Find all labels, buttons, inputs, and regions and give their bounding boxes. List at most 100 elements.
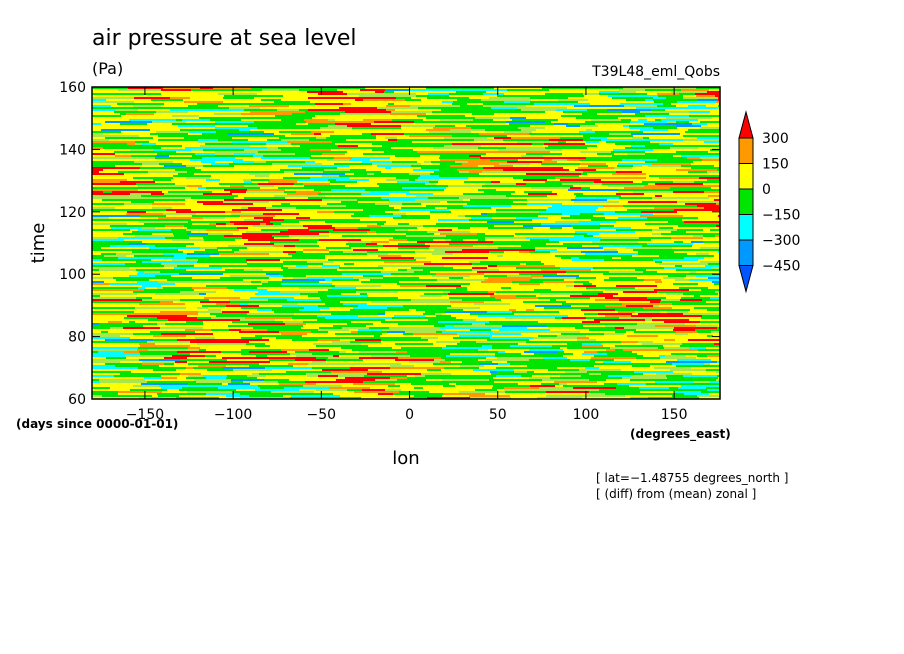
heatmap-cell xyxy=(205,355,216,357)
heatmap-cell xyxy=(92,331,101,333)
heatmap-cell xyxy=(507,135,533,137)
heatmap-cell xyxy=(254,121,262,123)
heatmap-cell xyxy=(435,125,441,127)
heatmap-cell xyxy=(655,325,696,327)
heatmap-cell xyxy=(286,127,320,129)
heatmap-cell xyxy=(131,155,156,157)
heatmap-cell xyxy=(440,91,456,93)
heatmap-cell xyxy=(663,103,671,105)
heatmap-cell xyxy=(98,351,108,353)
heatmap-cell xyxy=(317,315,358,317)
heatmap-cell xyxy=(378,227,417,229)
heatmap-cell xyxy=(210,177,232,179)
heatmap-cell xyxy=(142,277,171,279)
heatmap-cell xyxy=(490,327,527,329)
heatmap-cell xyxy=(407,375,415,377)
heatmap-cell xyxy=(432,253,453,255)
heatmap-cell xyxy=(186,307,197,309)
heatmap-cell xyxy=(544,263,563,265)
heatmap-cell xyxy=(564,279,604,281)
heatmap-cell xyxy=(167,315,187,317)
heatmap-cell xyxy=(475,389,497,391)
heatmap-cell xyxy=(310,281,319,283)
heatmap-cell xyxy=(134,295,162,297)
heatmap-cell xyxy=(359,279,370,281)
heatmap-cell xyxy=(533,197,575,199)
heatmap-cell xyxy=(154,219,191,221)
heatmap-cell xyxy=(106,357,126,359)
heatmap-cell xyxy=(582,321,600,323)
heatmap-cell xyxy=(118,391,162,393)
heatmap-cell xyxy=(359,95,391,97)
heatmap-cell xyxy=(322,153,345,155)
heatmap-cell xyxy=(287,211,317,213)
heatmap-cell xyxy=(412,373,421,375)
heatmap-cell xyxy=(348,241,371,243)
heatmap-cell xyxy=(460,111,507,113)
heatmap-cell xyxy=(590,359,614,361)
heatmap-cell xyxy=(472,267,487,269)
heatmap-cell xyxy=(521,363,546,365)
x-tick-label: −100 xyxy=(214,407,252,423)
heatmap-cell xyxy=(383,275,432,277)
heatmap-cell xyxy=(234,289,267,291)
heatmap-cell xyxy=(114,235,135,237)
heatmap-cell xyxy=(401,347,442,349)
heatmap-cell xyxy=(471,131,504,133)
heatmap-cell xyxy=(215,161,233,163)
heatmap-cell xyxy=(631,119,638,121)
heatmap-cell xyxy=(607,353,637,355)
heatmap-cell xyxy=(154,113,201,115)
heatmap-cell xyxy=(521,333,561,335)
heatmap-cell xyxy=(157,317,197,319)
heatmap-cell xyxy=(206,377,226,379)
heatmap-cell xyxy=(278,147,315,149)
heatmap-cell xyxy=(322,369,368,371)
heatmap-cell xyxy=(601,237,639,239)
heatmap-cell xyxy=(443,173,479,175)
heatmap-cell xyxy=(428,197,459,199)
heatmap-cell xyxy=(188,363,230,365)
heatmap-cell xyxy=(582,345,603,347)
heatmap-cell xyxy=(604,213,653,215)
heatmap-cell xyxy=(284,281,310,283)
heatmap-cell xyxy=(648,273,673,275)
heatmap-cell xyxy=(115,109,138,111)
heatmap-cell xyxy=(321,95,359,97)
heatmap-cell xyxy=(361,281,385,283)
heatmap-cell xyxy=(503,185,526,187)
heatmap-cell xyxy=(248,139,267,141)
heatmap-cell xyxy=(124,157,155,159)
heatmap-cell xyxy=(161,147,185,149)
heatmap-cell xyxy=(639,339,664,341)
heatmap-cell xyxy=(234,371,245,373)
heatmap-cell xyxy=(689,289,701,291)
heatmap-cell xyxy=(576,241,592,243)
heatmap-cell xyxy=(386,105,410,107)
heatmap-cell xyxy=(705,255,714,257)
heatmap-cell xyxy=(395,229,408,231)
heatmap-cell xyxy=(92,225,110,227)
heatmap-cell xyxy=(148,151,158,153)
heatmap-cell xyxy=(571,225,614,227)
heatmap-cell xyxy=(565,371,587,373)
heatmap-cell xyxy=(431,161,455,163)
heatmap-cell xyxy=(269,179,298,181)
heatmap-cell xyxy=(414,387,423,389)
heatmap-cell xyxy=(469,155,481,157)
colorbar-label: −300 xyxy=(762,233,800,249)
heatmap-cell xyxy=(581,173,587,175)
heatmap-cell xyxy=(487,267,516,269)
heatmap-cell xyxy=(633,135,683,137)
heatmap-cell xyxy=(407,381,451,383)
heatmap-cell xyxy=(675,279,689,281)
colorbar-label: −450 xyxy=(762,259,800,275)
heatmap-cell xyxy=(716,101,720,103)
heatmap-cell xyxy=(546,391,589,393)
heatmap-cell xyxy=(428,259,462,261)
heatmap-cell xyxy=(459,391,505,393)
heatmap-cell xyxy=(392,161,417,163)
heatmap-cell xyxy=(433,193,463,195)
heatmap-cell xyxy=(366,169,413,171)
heatmap-cell xyxy=(303,325,333,327)
